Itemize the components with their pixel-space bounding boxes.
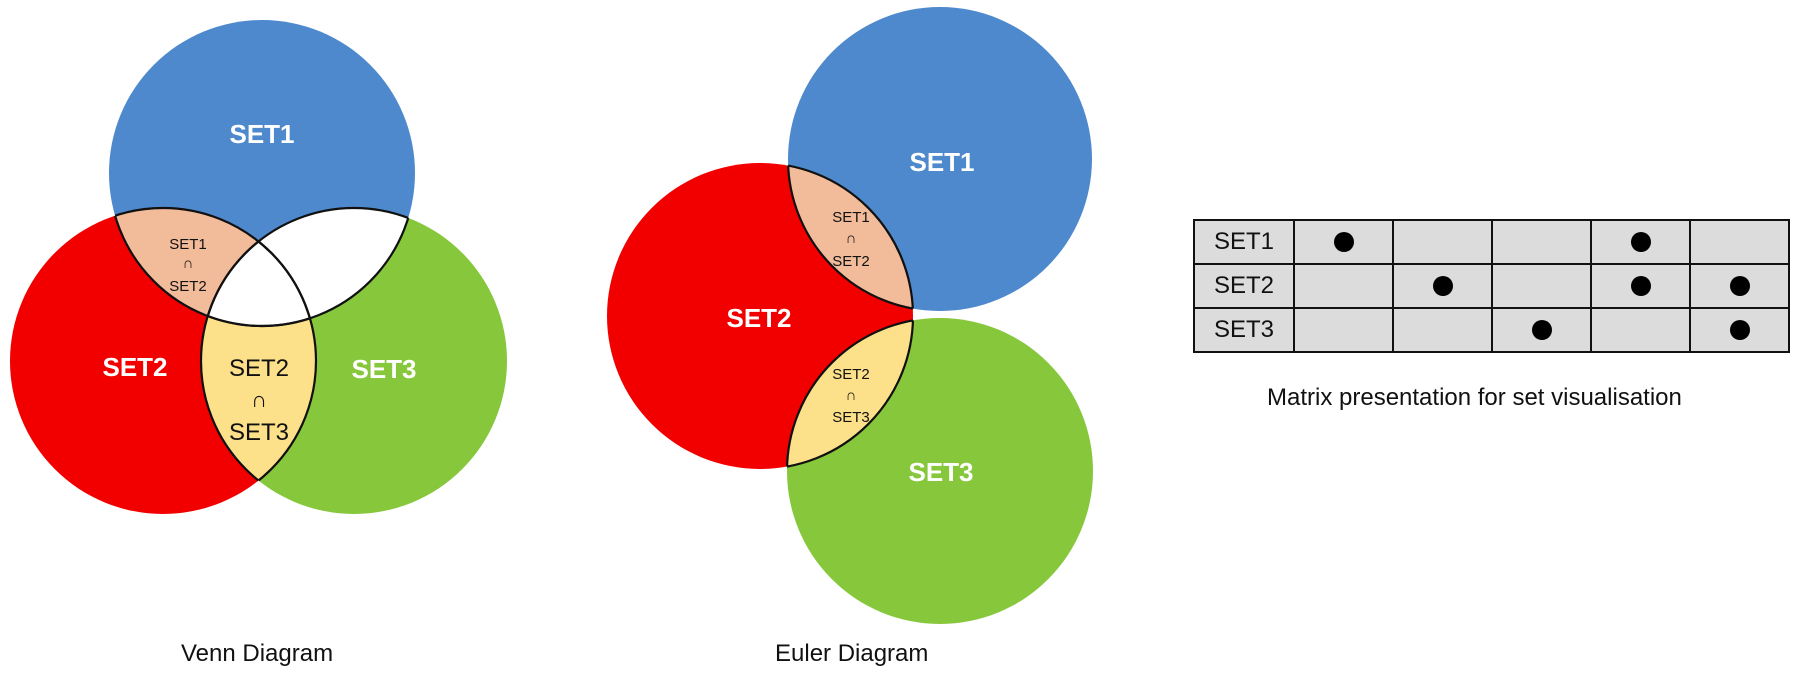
membership-dot	[1729, 320, 1750, 340]
matrix-row: SET1	[1193, 219, 1790, 265]
euler-set2-label: SET2	[726, 303, 791, 333]
venn-diagram: SET1 SET2 SET3 SET1 ∩ SET2 SET2 ∩ SET3	[10, 20, 507, 514]
matrix-cell	[1689, 219, 1790, 265]
venn-set3-label: SET3	[351, 354, 416, 384]
euler-set1-label: SET1	[909, 147, 974, 177]
euler-inter12-line1: SET1	[832, 209, 870, 226]
euler-inter12-line2: ∩	[846, 230, 857, 247]
venn-set2-label: SET2	[102, 352, 167, 382]
euler-diagram: SET1 SET2 SET3 SET1 ∩ SET2 SET2 ∩ SET3	[607, 7, 1093, 624]
membership-dot	[1531, 320, 1552, 340]
membership-dot	[1333, 232, 1354, 252]
euler-set3-label: SET3	[908, 457, 973, 487]
venn-inter23-line1: SET2	[229, 355, 289, 382]
matrix-row-label: SET1	[1193, 219, 1295, 265]
matrix-cell	[1590, 307, 1691, 353]
matrix-cell	[1689, 263, 1790, 309]
euler-inter12-line3: SET2	[832, 253, 870, 270]
venn-caption: Venn Diagram	[181, 640, 334, 667]
euler-inter23-line3: SET3	[832, 409, 870, 426]
venn-inter23-line3: SET3	[229, 419, 289, 446]
membership-dot	[1630, 232, 1651, 252]
membership-dot	[1432, 276, 1453, 296]
matrix-cell	[1392, 263, 1493, 309]
euler-inter23-line1: SET2	[832, 366, 870, 383]
matrix-row-label: SET3	[1193, 307, 1295, 353]
matrix-cell	[1491, 263, 1592, 309]
venn-set1-label: SET1	[229, 119, 294, 149]
membership-dot	[1630, 276, 1651, 296]
euler-caption: Euler Diagram	[775, 640, 929, 667]
venn-center-region	[201, 208, 316, 326]
venn-inter12-line3: SET2	[169, 278, 207, 295]
matrix-row: SET3	[1193, 307, 1790, 353]
set-matrix: SET1 SET2 SET3	[1193, 219, 1790, 353]
euler-inter23-line2: ∩	[846, 387, 857, 404]
matrix-cell	[1491, 219, 1592, 265]
venn-intersection-outlines	[107, 206, 417, 514]
venn-inter12-line2: ∩	[183, 255, 194, 272]
matrix-cell	[1491, 307, 1592, 353]
venn-inter23-line2: ∩	[251, 387, 267, 412]
matrix-cell	[1590, 219, 1691, 265]
matrix-cell	[1392, 219, 1493, 265]
set-matrix-body: SET1 SET2 SET3	[1193, 219, 1790, 353]
membership-dot	[1729, 276, 1750, 296]
matrix-row: SET2	[1193, 263, 1790, 309]
euler-set2-set3-intersection	[787, 318, 913, 469]
matrix-cell	[1689, 307, 1790, 353]
matrix-cell	[1293, 307, 1394, 353]
matrix-cell	[1590, 263, 1691, 309]
venn-inter12-line1: SET1	[169, 236, 207, 253]
euler-set1-set2-intersection	[788, 163, 913, 311]
matrix-caption: Matrix presentation for set visualisatio…	[1267, 384, 1682, 411]
matrix-cell	[1392, 307, 1493, 353]
matrix-cell	[1293, 219, 1394, 265]
matrix-cell	[1293, 263, 1394, 309]
matrix-row-label: SET2	[1193, 263, 1295, 309]
